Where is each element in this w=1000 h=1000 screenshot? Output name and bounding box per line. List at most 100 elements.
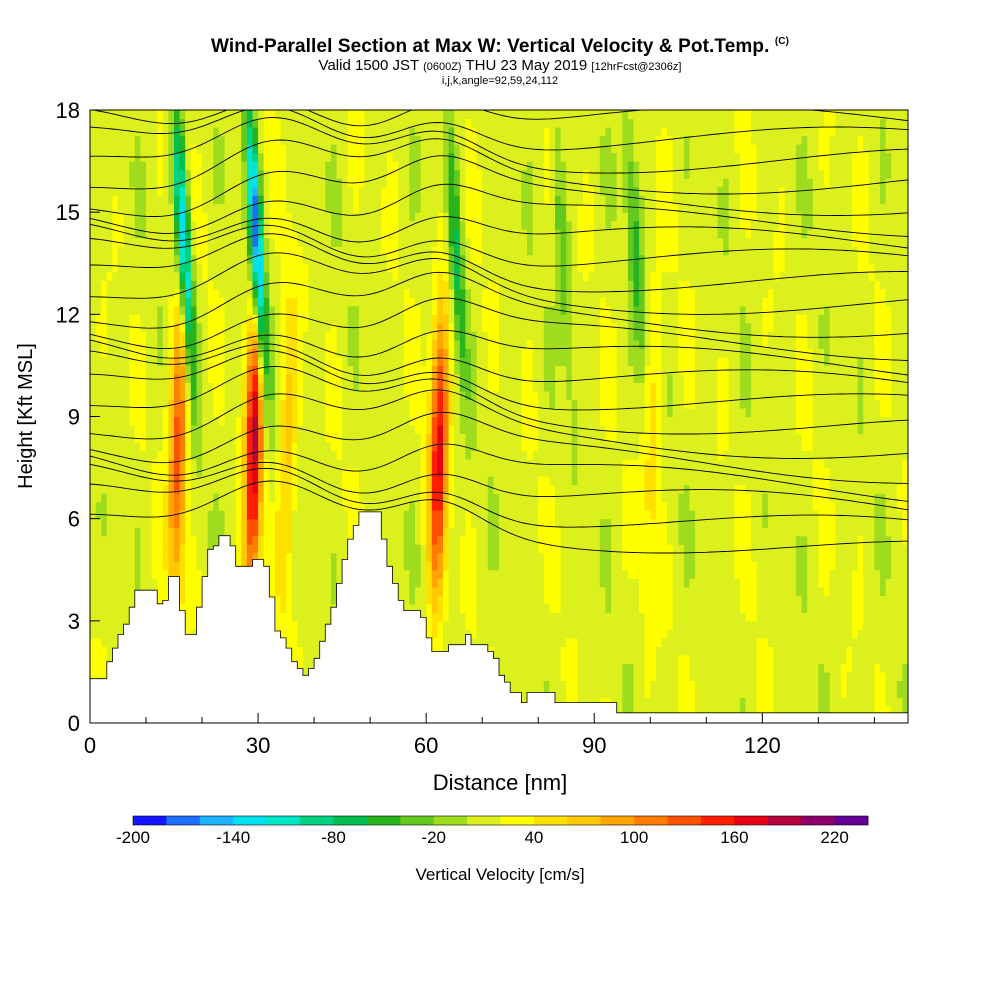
field-cell <box>342 518 349 528</box>
field-cell <box>420 467 427 477</box>
field-cell <box>174 391 181 401</box>
field-cell <box>196 586 203 596</box>
field-cell <box>190 578 197 588</box>
field-cell <box>358 212 366 222</box>
field-cell <box>291 467 298 477</box>
field-cell <box>286 416 293 426</box>
field-cell <box>347 510 354 520</box>
field-cell <box>112 493 119 503</box>
field-cell <box>358 442 366 452</box>
field-cell <box>386 442 394 452</box>
field-cell <box>157 127 164 137</box>
field-cell <box>185 263 192 273</box>
field-cell <box>258 314 265 324</box>
field-cell <box>263 450 270 460</box>
field-cell <box>118 305 125 315</box>
field-cell <box>381 246 388 256</box>
field-cell <box>151 391 158 401</box>
field-cell <box>246 527 254 537</box>
field-cell <box>431 203 438 213</box>
field-cell <box>246 331 254 341</box>
field-cell <box>235 476 242 486</box>
field-cell <box>174 510 181 520</box>
field-cell <box>302 322 310 332</box>
field-cell <box>437 518 444 528</box>
field-cell <box>213 391 220 401</box>
field-cell <box>168 271 175 281</box>
field-cell <box>95 654 102 664</box>
field-cell <box>230 135 237 145</box>
field-cell <box>101 425 108 435</box>
field-cell <box>146 527 153 537</box>
field-cell <box>162 314 169 324</box>
field-cell <box>347 425 354 435</box>
field-cell <box>364 408 371 418</box>
field-cell <box>196 220 203 230</box>
field-cell <box>353 212 360 222</box>
field-cell <box>246 484 254 494</box>
field-cell <box>330 561 338 571</box>
field-cell <box>308 450 315 460</box>
field-cell <box>386 518 394 528</box>
field-cell <box>302 552 310 562</box>
field-cell <box>258 118 265 128</box>
field-cell <box>291 186 298 196</box>
field-cell <box>308 552 315 562</box>
field-cell <box>230 527 237 537</box>
field-cell <box>190 408 197 418</box>
field-cell <box>330 254 338 264</box>
field-cell <box>314 408 321 418</box>
field-cell <box>431 467 438 477</box>
field-cell <box>386 144 394 154</box>
field-cell <box>358 220 366 230</box>
field-cell <box>302 450 310 460</box>
field-cell <box>403 484 410 494</box>
field-cell <box>129 476 136 486</box>
field-cell <box>258 493 265 503</box>
field-cell <box>314 382 321 392</box>
field-cell <box>274 450 282 460</box>
field-cell <box>291 135 298 145</box>
field-cell <box>118 382 125 392</box>
field-cell <box>353 348 360 358</box>
field-cell <box>230 161 237 171</box>
field-cell <box>241 288 248 298</box>
field-cell <box>280 322 287 332</box>
field-cell <box>101 161 108 171</box>
field-cell <box>112 246 119 256</box>
field-cell <box>258 169 265 179</box>
field-cell <box>409 237 416 247</box>
field-cell <box>454 459 461 469</box>
field-cell <box>437 493 444 503</box>
field-cell <box>224 331 231 341</box>
field-cell <box>95 518 102 528</box>
field-cell <box>286 578 293 588</box>
field-cell <box>252 501 259 511</box>
field-cell <box>302 203 310 213</box>
field-cell <box>297 425 304 435</box>
field-cell <box>129 297 136 307</box>
field-cell <box>95 646 102 656</box>
field-cell <box>241 110 248 120</box>
field-cell <box>314 612 321 622</box>
field-cell <box>101 263 108 273</box>
field-cell <box>202 569 209 579</box>
field-cell <box>347 237 354 247</box>
field-cell <box>370 280 377 290</box>
field-cell <box>420 493 427 503</box>
field-cell <box>353 467 360 477</box>
field-cell <box>319 305 326 315</box>
field-cell <box>375 373 382 383</box>
field-cell <box>286 629 293 639</box>
field-cell <box>392 535 399 545</box>
field-cell <box>403 365 410 375</box>
field-cell <box>106 382 113 392</box>
field-cell <box>90 646 97 656</box>
field-cell <box>101 169 108 179</box>
field-cell <box>258 127 265 137</box>
field-cell <box>224 493 231 503</box>
field-cell <box>224 484 231 494</box>
field-cell <box>471 561 478 571</box>
field-cell <box>179 237 186 247</box>
field-cell <box>465 578 472 588</box>
